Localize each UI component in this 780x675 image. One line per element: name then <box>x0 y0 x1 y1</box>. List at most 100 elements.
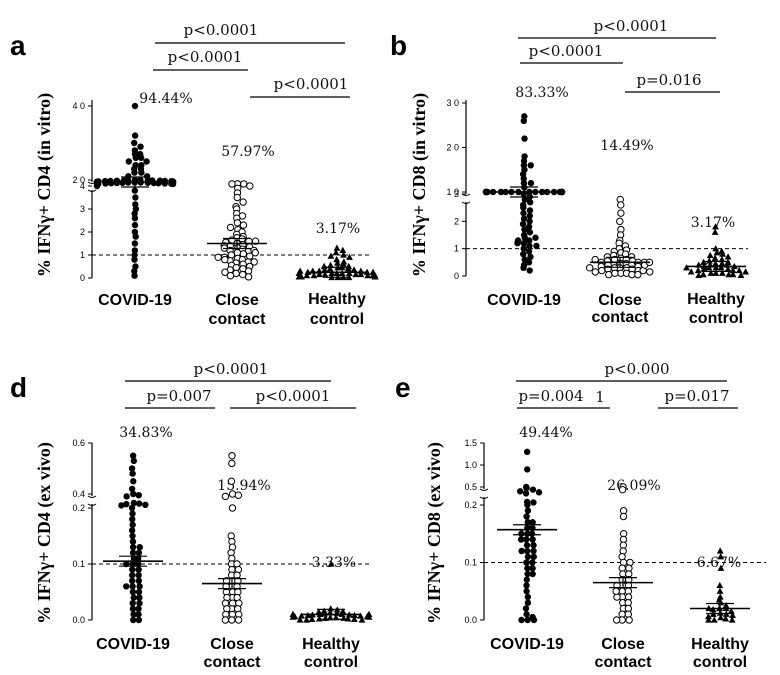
data-point <box>525 223 533 230</box>
data-point <box>129 452 137 459</box>
y-axis-title: % IFNγ+ CD8 (in vitro) <box>409 93 430 277</box>
data-point <box>169 180 177 188</box>
data-point <box>520 209 527 217</box>
data-point <box>711 254 719 261</box>
series-covid-19 <box>103 452 163 624</box>
data-point <box>695 271 703 279</box>
data-point <box>529 570 536 578</box>
data-point <box>226 223 235 232</box>
p-value-label: p<0.0001 <box>168 48 243 66</box>
data-point <box>716 587 724 594</box>
data-point <box>143 158 150 165</box>
data-point <box>251 249 259 257</box>
data-point <box>533 242 540 250</box>
data-point <box>134 560 142 568</box>
data-point <box>315 270 323 278</box>
data-point <box>130 611 137 618</box>
data-point <box>646 268 654 276</box>
series-covid-19 <box>482 113 566 274</box>
data-point <box>729 611 736 618</box>
category-label: control <box>304 654 358 671</box>
data-point <box>524 593 532 601</box>
data-point <box>705 612 712 620</box>
category-label: Healthy <box>308 291 366 308</box>
data-point <box>129 549 137 556</box>
percentage-label: 3.17% <box>691 215 735 231</box>
data-point <box>131 251 138 259</box>
p-value-label: p=0.007 <box>146 387 211 405</box>
data-point <box>523 559 530 566</box>
data-point <box>352 270 360 278</box>
y-axis-title: % IFNγ+ CD4 (ex vivo) <box>34 442 55 624</box>
data-point <box>135 605 142 612</box>
data-point <box>128 465 136 472</box>
data-point <box>529 559 536 566</box>
data-point <box>523 542 531 549</box>
p-value-continuation: 1 <box>595 388 605 406</box>
data-point <box>130 616 137 624</box>
data-point <box>239 198 247 206</box>
data-point <box>113 179 121 187</box>
category-label: control <box>693 654 747 671</box>
percentage-label: 14.49% <box>600 138 653 154</box>
data-point <box>357 612 364 619</box>
panel-d: d % IFNγ+ CD4 (ex vivo) 0.0 0.1 0.2 0.4 0.6 p<0… <box>10 360 373 671</box>
category-label: Healthy <box>302 636 360 653</box>
data-point <box>129 605 137 612</box>
category-label: Healthy <box>691 636 749 653</box>
percentage-label: 15.94% <box>217 478 270 494</box>
data-point <box>524 519 531 526</box>
data-point <box>135 572 142 579</box>
data-point <box>717 614 725 621</box>
data-point <box>135 577 143 584</box>
data-point <box>135 588 143 596</box>
data-point <box>718 269 726 276</box>
category-label: Close <box>601 636 645 653</box>
data-point <box>214 253 222 261</box>
percentage-label: 34.83% <box>119 425 172 441</box>
data-point <box>129 600 136 607</box>
data-point <box>527 179 535 187</box>
data-point <box>129 544 137 551</box>
data-point <box>526 229 534 236</box>
data-point <box>521 196 528 203</box>
y-tick-label: 3 <box>80 204 85 214</box>
category-label: contact <box>592 309 650 326</box>
percentage-label: 3.17% <box>316 221 360 237</box>
data-point <box>129 566 136 573</box>
data-point <box>519 220 527 228</box>
data-point <box>737 271 745 279</box>
data-point <box>526 218 533 225</box>
data-point <box>130 499 138 507</box>
panel-e: e % IFNγ+ CD8 (ex vivo) 0.0 0.1 0.2 0.5 1.0 1.5… <box>395 360 766 671</box>
data-point <box>716 581 724 589</box>
data-point <box>240 180 248 188</box>
data-point <box>526 199 534 206</box>
data-point <box>535 489 543 496</box>
data-point <box>233 193 241 202</box>
data-point <box>526 207 534 214</box>
data-point <box>683 264 690 271</box>
axis-break-mark <box>87 495 97 506</box>
data-point <box>346 253 353 260</box>
data-point <box>308 615 316 623</box>
data-point <box>705 257 713 264</box>
data-point <box>129 516 136 523</box>
data-point <box>612 587 620 595</box>
data-point <box>134 555 142 562</box>
data-point <box>131 102 139 110</box>
data-point <box>135 616 143 624</box>
data-point <box>526 267 533 274</box>
data-point <box>719 250 727 257</box>
data-point <box>727 607 735 614</box>
data-point <box>529 536 536 543</box>
data-point <box>618 485 627 494</box>
data-point <box>138 169 145 176</box>
data-point <box>520 245 527 252</box>
data-point <box>339 246 347 253</box>
category-label: COVID-19 <box>490 636 564 653</box>
category-label: Close <box>210 636 254 653</box>
data-point <box>598 266 606 275</box>
y-tick-label: 1.0 <box>464 460 477 470</box>
